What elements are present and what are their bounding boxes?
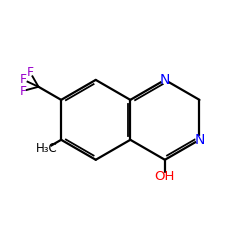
Text: N: N xyxy=(194,133,205,147)
Circle shape xyxy=(21,77,26,82)
Circle shape xyxy=(162,174,168,180)
Circle shape xyxy=(20,88,25,94)
Circle shape xyxy=(28,70,33,75)
Circle shape xyxy=(43,144,50,152)
Text: F: F xyxy=(20,74,27,86)
Text: F: F xyxy=(19,84,26,98)
Text: N: N xyxy=(160,73,170,87)
Text: F: F xyxy=(27,66,34,79)
Circle shape xyxy=(196,136,203,143)
Text: H₃C: H₃C xyxy=(36,142,58,155)
Text: OH: OH xyxy=(155,170,175,183)
Circle shape xyxy=(162,76,168,83)
